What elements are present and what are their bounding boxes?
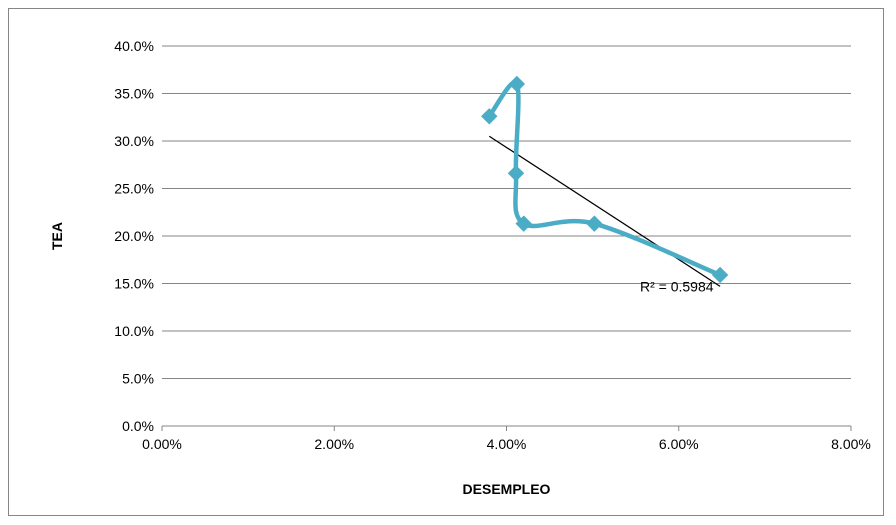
data-point-marker — [515, 215, 532, 232]
data-point-marker — [507, 165, 525, 182]
chart-area — [8, 8, 884, 516]
y-axis-title: TEA — [49, 222, 65, 250]
y-tick-label: 0.0% — [122, 418, 154, 434]
y-axis-ticks: 0.0% 5.0% 10.0% 15.0% 20.0% 25.0% 30.0% 35.0% 40… — [114, 38, 154, 434]
x-axis-ticks: 0.00% 2.00% 4.00% 6.00% 8.00% — [142, 426, 871, 452]
data-point-marker — [508, 75, 526, 93]
x-tick-label: 0.00% — [142, 436, 182, 452]
data-point-marker — [481, 108, 498, 125]
x-tick-label: 8.00% — [831, 436, 871, 452]
y-tick-label: 35.0% — [114, 86, 154, 102]
gridlines — [162, 45, 851, 379]
data-point-marker — [586, 215, 603, 232]
series-markers — [481, 75, 729, 284]
y-tick-label: 15.0% — [114, 276, 154, 292]
y-tick-label: 25.0% — [114, 181, 154, 197]
y-tick-label: 5.0% — [122, 371, 154, 387]
series-line — [487, 80, 723, 278]
y-tick-label: 40.0% — [114, 38, 154, 54]
x-axis-title: DESEMPLEO — [463, 481, 551, 497]
y-tick-label: 30.0% — [114, 133, 154, 149]
x-tick-label: 2.00% — [314, 436, 354, 452]
x-tick-label: 4.00% — [487, 436, 527, 452]
y-tick-label: 10.0% — [114, 323, 154, 339]
x-tick-label: 6.00% — [659, 436, 699, 452]
r-squared-label: R² = 0.5984 — [640, 278, 714, 294]
data-point-marker — [711, 266, 729, 284]
trendline — [488, 135, 721, 287]
y-tick-label: 20.0% — [114, 228, 154, 244]
